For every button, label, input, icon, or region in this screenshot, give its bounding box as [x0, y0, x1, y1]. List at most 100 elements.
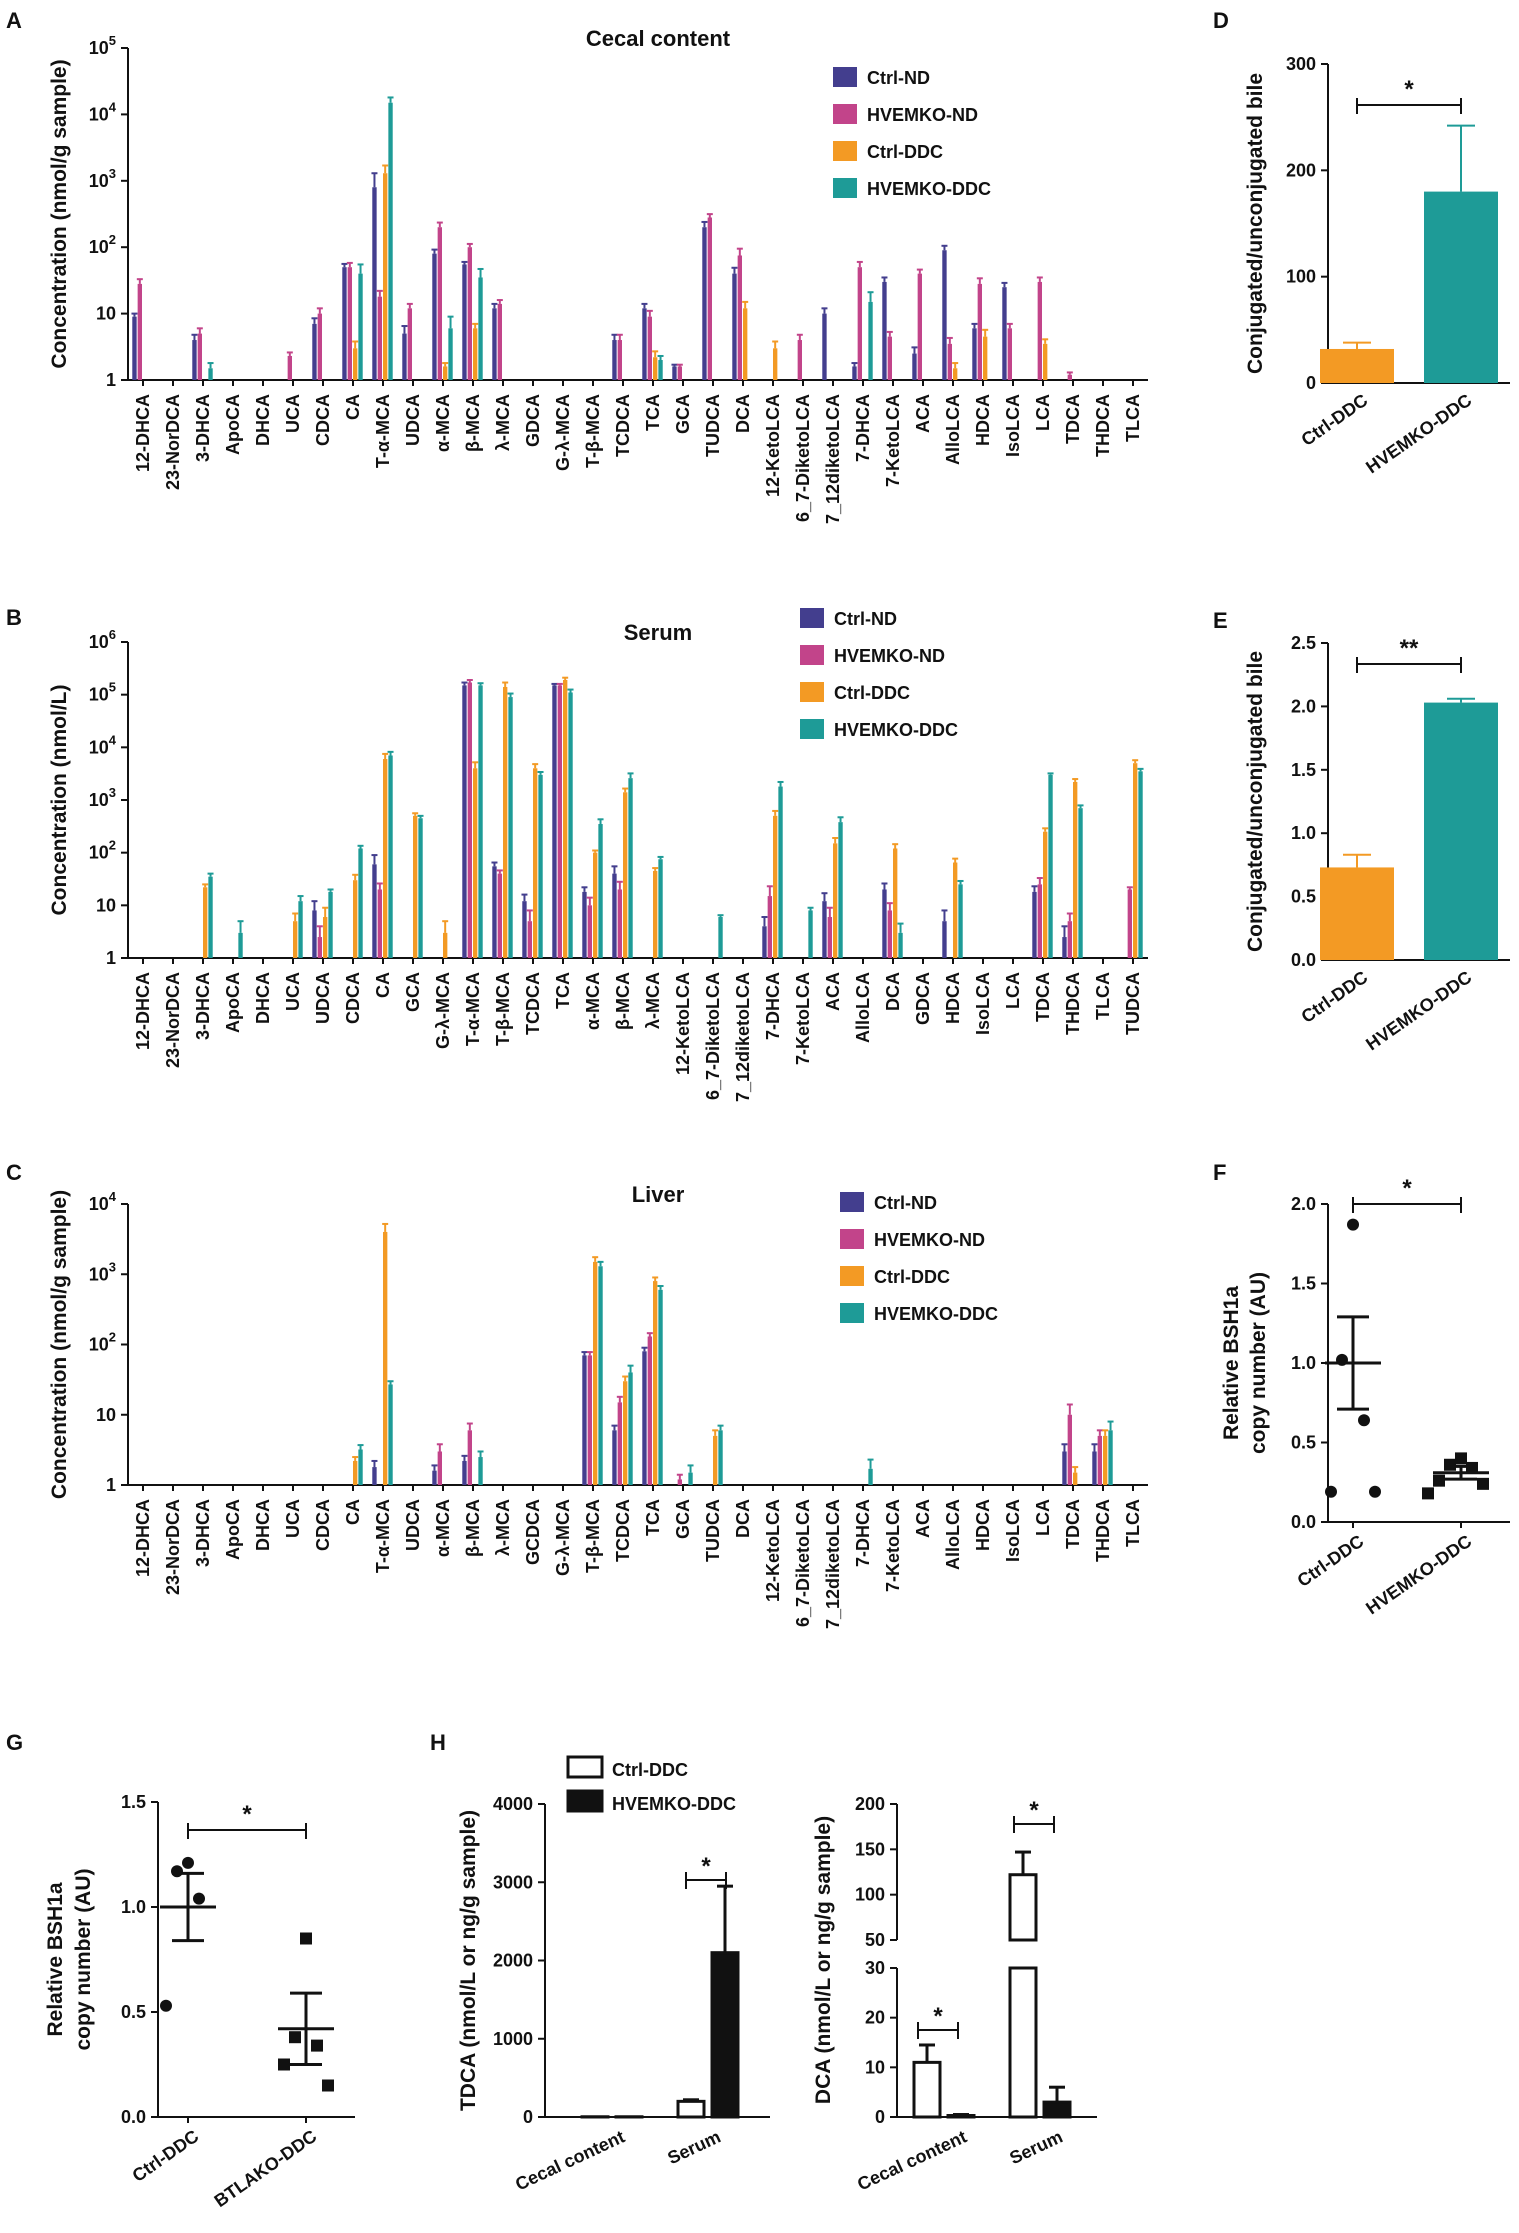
bar-A-1-6 — [317, 313, 322, 380]
point-F-1-0 — [1455, 1452, 1467, 1465]
x-tick-label-A-8: T-α-MCA — [373, 394, 393, 468]
y-tick-label-H2-2: 20 — [865, 2008, 885, 2028]
bar-B-3-25 — [898, 932, 903, 958]
x-tick-label-A-24: 7-DHCA — [853, 394, 873, 462]
x-tick-label-A-5: UCA — [283, 394, 303, 433]
x-tick-label-B-27: HDCA — [943, 972, 963, 1024]
bar-C-0-8 — [372, 1467, 377, 1485]
bar-B-3-15 — [598, 824, 603, 958]
bar-B-1-8 — [377, 889, 382, 958]
x-tick-label-C-23: 7_12diketoLCA — [823, 1499, 843, 1629]
sig-star-G: * — [242, 1801, 252, 1828]
bar-B-2-27 — [953, 862, 958, 958]
legend-swatch-A-0 — [833, 67, 857, 87]
y-axis-label-D: Conjugated/unconjugated bile — [1244, 73, 1267, 374]
x-tick-label-A-2: 3-DHCA — [193, 394, 213, 462]
y-tick-label-G-0: 0.0 — [121, 2107, 146, 2127]
bar-A-3-11 — [478, 277, 483, 380]
bar-B-1-21 — [767, 896, 772, 958]
x-tick-label-H1-1: Serum — [664, 2126, 723, 2168]
x-tick-label-C-8: T-α-MCA — [373, 1499, 393, 1573]
bar-B-3-31 — [1078, 808, 1083, 958]
legend-label-H1-1: HVEMKO-DDC — [612, 1794, 736, 1814]
bar-B-2-14 — [563, 679, 568, 958]
bar-upper-H2-0-1 — [1008, 1873, 1038, 1942]
point-F-0-0 — [1347, 1218, 1359, 1231]
bar-B-3-7 — [358, 848, 363, 958]
bar-B-0-12 — [492, 866, 497, 958]
x-tick-label-B-26: GDCA — [913, 972, 933, 1025]
bar-B-2-10 — [443, 932, 448, 958]
y-tick-label-B-2: 102 — [89, 838, 116, 863]
y-tick-label-A-4: 104 — [89, 99, 117, 124]
bar-B-2-17 — [653, 870, 658, 958]
sig-star-H2-0: * — [933, 2003, 943, 2030]
bar-A-0-27 — [942, 250, 947, 380]
bar-B-2-21 — [773, 815, 778, 958]
y-tick-label-A-2: 102 — [89, 232, 116, 257]
y-tick-label-H2-4: 50 — [865, 1930, 885, 1950]
legend-label-A-3: HVEMKO-DDC — [867, 179, 991, 199]
x-tick-label-C-20: DCA — [733, 1499, 753, 1538]
y-tick-label-G-2: 1.0 — [121, 1897, 146, 1917]
x-tick-label-B-11: T-α-MCA — [463, 972, 483, 1046]
legend-swatch-A-1 — [833, 104, 857, 124]
point-G-1-0 — [300, 1932, 312, 1945]
y-axis-label-E: Conjugated/unconjugated bile — [1244, 651, 1267, 952]
bar-A-1-12 — [497, 303, 502, 380]
x-tick-label-A-7: CA — [343, 394, 363, 420]
bar-A-1-25 — [887, 336, 892, 380]
bar-H2-0-0 — [912, 2060, 942, 2119]
y-axis-label1-G: Relative BSH1a — [44, 1882, 67, 2036]
y-tick-label-E-5: 2.5 — [1291, 633, 1316, 653]
bar-B-2-25 — [893, 848, 898, 958]
bar-lower-H2-0-1 — [1008, 1966, 1038, 2119]
bar-A-0-18 — [672, 366, 677, 380]
bar-B-0-30 — [1032, 891, 1037, 958]
x-tick-label-A-18: GCA — [673, 394, 693, 434]
x-tick-label-A-3: ApoCA — [223, 394, 243, 455]
bar-C-3-19 — [718, 1430, 723, 1485]
bar-A-1-19 — [707, 217, 712, 380]
bar-C-1-32 — [1097, 1435, 1102, 1485]
y-tick-label-F-2: 1.0 — [1291, 1353, 1316, 1373]
bar-A-0-24 — [852, 366, 857, 380]
bar-A-1-7 — [347, 267, 352, 380]
x-tick-label-C-18: GCA — [673, 1499, 693, 1539]
bar-B-2-7 — [353, 880, 358, 958]
bar-A-1-22 — [797, 340, 802, 380]
bar-B-1-25 — [887, 910, 892, 958]
point-G-1-1 — [289, 2031, 301, 2044]
point-F-1-3 — [1433, 1474, 1445, 1487]
bar-A-0-16 — [612, 340, 617, 380]
x-tick-label-C-6: CDCA — [313, 1499, 333, 1551]
x-tick-label-A-28: HDCA — [973, 394, 993, 446]
x-tick-label-B-13: TCDCA — [523, 972, 543, 1035]
y-tick-label-H1-2: 2000 — [493, 1951, 533, 1971]
y-tick-label-C-4: 104 — [89, 1189, 117, 1214]
bar-B-0-6 — [312, 910, 317, 958]
x-tick-label-C-26: ACA — [913, 1499, 933, 1538]
bar-D-1 — [1424, 191, 1498, 383]
x-tick-label-B-17: λ-MCA — [643, 972, 663, 1029]
bar-A-2-28 — [983, 336, 988, 380]
x-tick-label-C-10: α-MCA — [433, 1499, 453, 1557]
bar-A-0-2 — [192, 340, 197, 380]
x-tick-label-A-22: 6_7-DiketoLCA — [793, 394, 813, 522]
x-tick-label-C-2: 3-DHCA — [193, 1499, 213, 1567]
panel-letter-C: C — [6, 1160, 22, 1185]
chart-title-A: Cecal content — [586, 26, 731, 51]
x-tick-label-B-12: T-β-MCA — [493, 972, 513, 1046]
panel-letter-H: H — [430, 1730, 446, 1755]
bar-A-2-30 — [1043, 343, 1048, 380]
bar-C-2-31 — [1073, 1472, 1078, 1485]
sig-star-E: ** — [1400, 635, 1419, 662]
x-tick-label-C-22: 6_7-DiketoLCA — [793, 1499, 813, 1627]
bar-B-3-2 — [208, 876, 213, 958]
x-tick-label-E-0: Ctrl-DDC — [1298, 967, 1372, 1027]
y-tick-label-C-0: 1 — [106, 1475, 116, 1495]
bar-B-3-16 — [628, 778, 633, 958]
bar-A-0-10 — [432, 253, 437, 380]
x-tick-label-A-26: ACA — [913, 394, 933, 433]
bar-C-0-31 — [1062, 1451, 1067, 1485]
